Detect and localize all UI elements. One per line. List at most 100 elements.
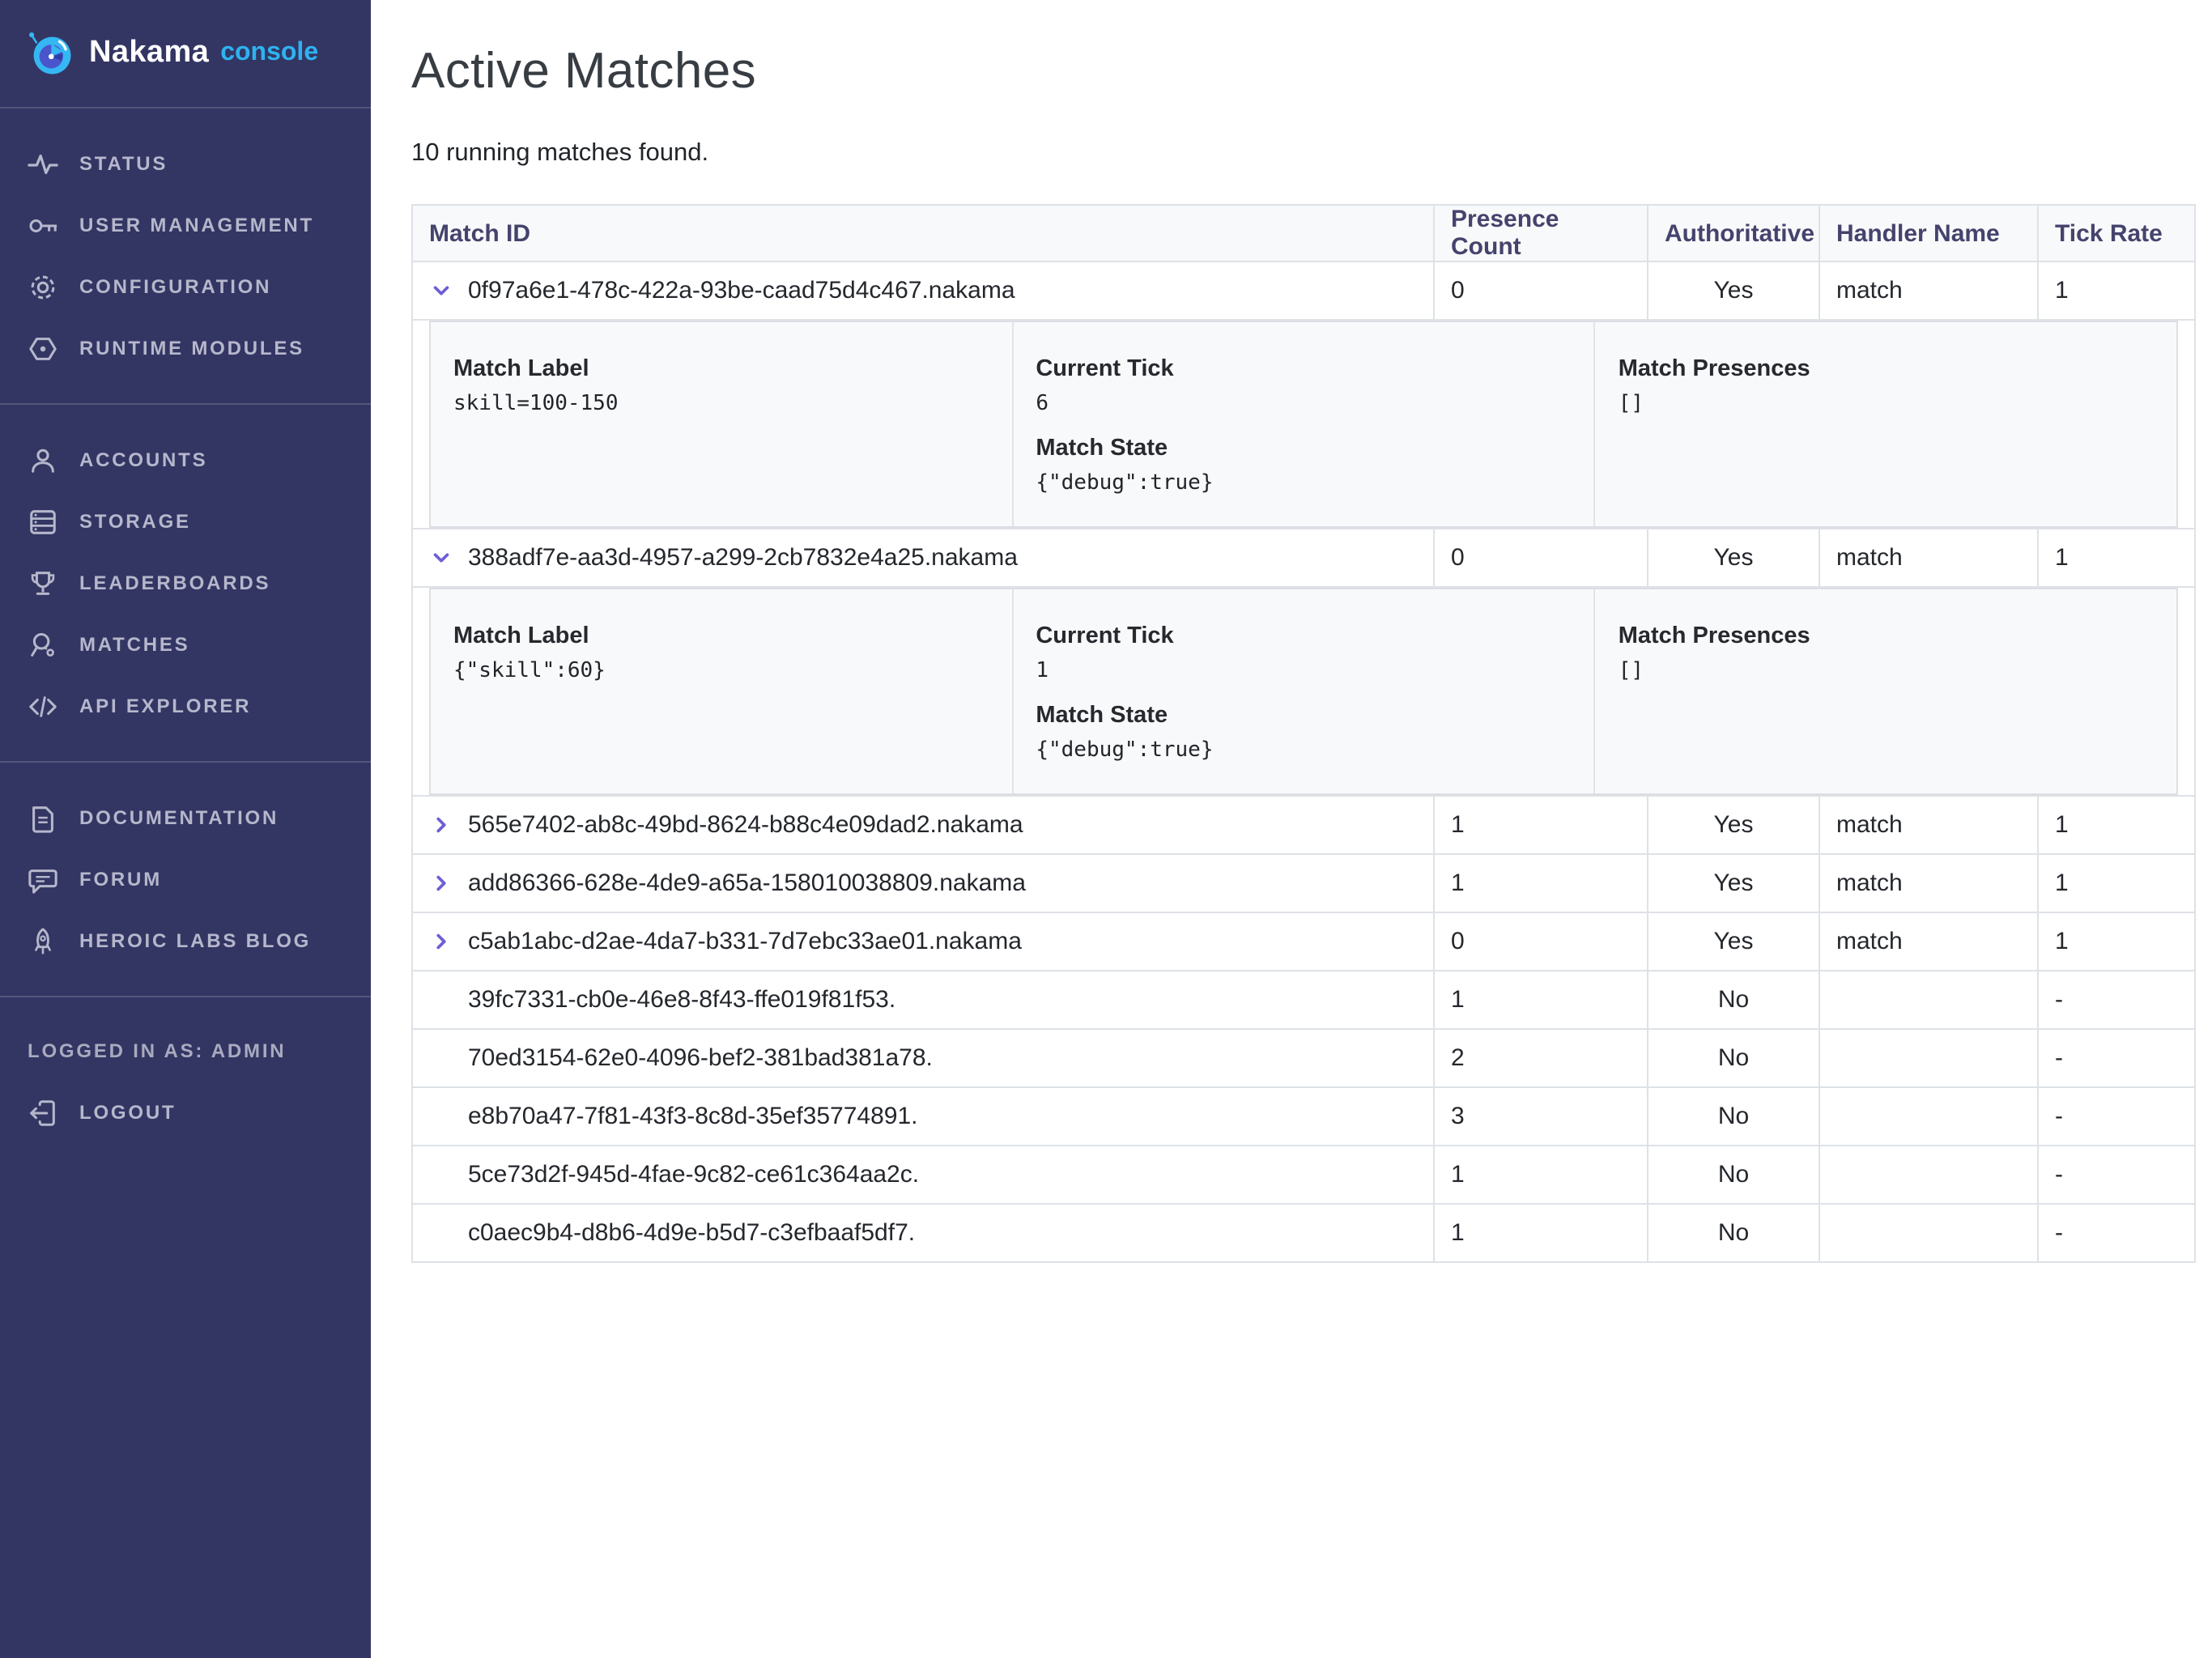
logout-icon bbox=[26, 1096, 58, 1129]
handler-name-value bbox=[1819, 1086, 2039, 1146]
logout-label: LOGOUT bbox=[79, 1101, 177, 1124]
match-presences-section: Match Presences [] bbox=[1593, 322, 2176, 526]
sidebar-item-api-explorer[interactable]: API EXPLORER bbox=[0, 675, 371, 737]
tick-rate-value: 1 bbox=[2037, 795, 2196, 855]
server-icon bbox=[26, 505, 58, 538]
table-row[interactable]: 388adf7e-aa3d-4957-a299-2cb7832e4a25.nak… bbox=[411, 528, 2196, 588]
authoritative-value: No bbox=[1647, 970, 1820, 1030]
handler-name-value bbox=[1819, 1203, 2039, 1263]
match-id-value: e8b70a47-7f81-43f3-8c8d-35ef35774891. bbox=[468, 1103, 918, 1130]
sidebar-item-documentation[interactable]: DOCUMENTATION bbox=[0, 787, 371, 848]
current-tick-title: Current Tick bbox=[1036, 356, 1174, 382]
handler-name-value: match bbox=[1819, 528, 2039, 588]
current-tick-section: Current Tick 1 Match State {"debug":true… bbox=[1011, 589, 1593, 793]
sidebar-item-label: HEROIC LABS BLOG bbox=[79, 929, 312, 952]
main-content: Active Matches 10 running matches found.… bbox=[371, 0, 2212, 1658]
match-detail-row: Match Label {"skill":60} Current Tick 1 … bbox=[411, 586, 2196, 797]
sidebar-item-accounts[interactable]: ACCOUNTS bbox=[0, 429, 371, 491]
current-tick-value: 1 bbox=[1036, 659, 1049, 683]
code-icon bbox=[26, 690, 58, 722]
match-state-title: Match State bbox=[1036, 436, 1168, 461]
match-label-value: skill=100-150 bbox=[453, 392, 619, 416]
sidebar-item-configuration[interactable]: CONFIGURATION bbox=[0, 256, 371, 317]
tick-rate-value: 1 bbox=[2037, 261, 2196, 321]
authoritative-value: No bbox=[1647, 1086, 1820, 1146]
chevron-down-icon[interactable] bbox=[429, 546, 452, 569]
match-id-value: 70ed3154-62e0-4096-bef2-381bad381a78. bbox=[468, 1044, 933, 1072]
chevron-slot-empty bbox=[429, 988, 452, 1011]
chevron-right-icon[interactable] bbox=[429, 930, 452, 953]
authoritative-value: Yes bbox=[1647, 528, 1820, 588]
chevron-right-icon[interactable] bbox=[429, 814, 452, 836]
tick-rate-value: - bbox=[2037, 1028, 2196, 1088]
match-detail-panel: Match Label {"skill":60} Current Tick 1 … bbox=[429, 588, 2178, 795]
logged-in-as-label: LOGGED IN AS: ADMIN bbox=[28, 1039, 287, 1062]
match-presences-section: Match Presences [] bbox=[1593, 589, 2176, 793]
match-label-section: Match Label skill=100-150 bbox=[431, 322, 1011, 526]
logout-button[interactable]: LOGOUT bbox=[0, 1082, 371, 1143]
key-icon bbox=[26, 209, 58, 241]
table-row[interactable]: add86366-628e-4de9-a65a-158010038809.nak… bbox=[411, 853, 2196, 913]
sidebar-item-label: STATUS bbox=[79, 152, 168, 175]
sidebar-item-label: DOCUMENTATION bbox=[79, 806, 279, 829]
match-state-value: {"debug":true} bbox=[1036, 738, 1214, 763]
handler-name-value bbox=[1819, 1028, 2039, 1088]
table-row[interactable]: 0f97a6e1-478c-422a-93be-caad75d4c467.nak… bbox=[411, 261, 2196, 321]
match-label-value: {"skill":60} bbox=[453, 659, 606, 683]
sidebar-item-heroic-labs-blog[interactable]: HEROIC LABS BLOG bbox=[0, 910, 371, 971]
table-row[interactable]: 565e7402-ab8c-49bd-8624-b88c4e09dad2.nak… bbox=[411, 795, 2196, 855]
chat-icon bbox=[26, 863, 58, 895]
presence-count-value: 0 bbox=[1433, 528, 1648, 588]
match-label-title: Match Label bbox=[453, 356, 589, 382]
current-tick-title: Current Tick bbox=[1036, 623, 1174, 649]
sidebar-item-runtime-modules[interactable]: RUNTIME MODULES bbox=[0, 317, 371, 379]
hexagon-icon bbox=[26, 332, 58, 364]
presence-count-value: 0 bbox=[1433, 912, 1648, 971]
sidebar-item-label: ACCOUNTS bbox=[79, 449, 208, 471]
presence-count-value: 3 bbox=[1433, 1086, 1648, 1146]
sidebar-item-label: USER MANAGEMENT bbox=[79, 214, 315, 236]
column-header-tick-rate: Tick Rate bbox=[2037, 204, 2196, 262]
column-header-match-id: Match ID bbox=[411, 204, 1435, 262]
brand-suffix: console bbox=[220, 39, 319, 66]
table-row: e8b70a47-7f81-43f3-8c8d-35ef35774891. 3 … bbox=[411, 1086, 2196, 1146]
activity-icon bbox=[26, 147, 58, 180]
authoritative-value: Yes bbox=[1647, 795, 1820, 855]
current-tick-section: Current Tick 6 Match State {"debug":true… bbox=[1011, 322, 1593, 526]
document-icon bbox=[26, 801, 58, 834]
tick-rate-value: - bbox=[2037, 1086, 2196, 1146]
table-row: 39fc7331-cb0e-46e8-8f43-ffe019f81f53. 1 … bbox=[411, 970, 2196, 1030]
match-presences-value: [] bbox=[1618, 392, 1644, 416]
presence-count-value: 1 bbox=[1433, 970, 1648, 1030]
presence-count-value: 1 bbox=[1433, 1145, 1648, 1205]
table-row[interactable]: c5ab1abc-d2ae-4da7-b331-7d7ebc33ae01.nak… bbox=[411, 912, 2196, 971]
brand-header[interactable]: Nakama console bbox=[0, 0, 371, 108]
sidebar-item-user-management[interactable]: USER MANAGEMENT bbox=[0, 194, 371, 256]
handler-name-value: match bbox=[1819, 261, 2039, 321]
authoritative-value: No bbox=[1647, 1028, 1820, 1088]
chevron-slot-empty bbox=[429, 1105, 452, 1128]
gear-icon bbox=[26, 270, 58, 303]
match-state-value: {"debug":true} bbox=[1036, 471, 1214, 495]
match-id-value: c5ab1abc-d2ae-4da7-b331-7d7ebc33ae01.nak… bbox=[468, 928, 1022, 955]
presence-count-value: 0 bbox=[1433, 261, 1648, 321]
sidebar-item-storage[interactable]: STORAGE bbox=[0, 491, 371, 552]
handler-name-value bbox=[1819, 1145, 2039, 1205]
match-id-value: 0f97a6e1-478c-422a-93be-caad75d4c467.nak… bbox=[468, 277, 1015, 304]
sidebar-section-data: ACCOUNTS STORAGE LEADERBOARDS MATCHES bbox=[0, 405, 371, 763]
presence-count-value: 1 bbox=[1433, 853, 1648, 913]
authoritative-value: Yes bbox=[1647, 261, 1820, 321]
chevron-right-icon[interactable] bbox=[429, 872, 452, 895]
sidebar-item-status[interactable]: STATUS bbox=[0, 133, 371, 194]
sidebar-item-forum[interactable]: FORUM bbox=[0, 848, 371, 910]
trophy-icon bbox=[26, 567, 58, 599]
chevron-down-icon[interactable] bbox=[429, 279, 452, 302]
sidebar-item-matches[interactable]: MATCHES bbox=[0, 614, 371, 675]
nakama-logo-icon bbox=[28, 31, 73, 76]
match-detail-panel: Match Label skill=100-150 Current Tick 6… bbox=[429, 321, 2178, 528]
sidebar-item-leaderboards[interactable]: LEADERBOARDS bbox=[0, 552, 371, 614]
sidebar-footer: LOGGED IN AS: ADMIN LOGOUT bbox=[0, 997, 371, 1143]
tick-rate-value: - bbox=[2037, 1145, 2196, 1205]
match-detail-row: Match Label skill=100-150 Current Tick 6… bbox=[411, 319, 2196, 529]
handler-name-value bbox=[1819, 970, 2039, 1030]
